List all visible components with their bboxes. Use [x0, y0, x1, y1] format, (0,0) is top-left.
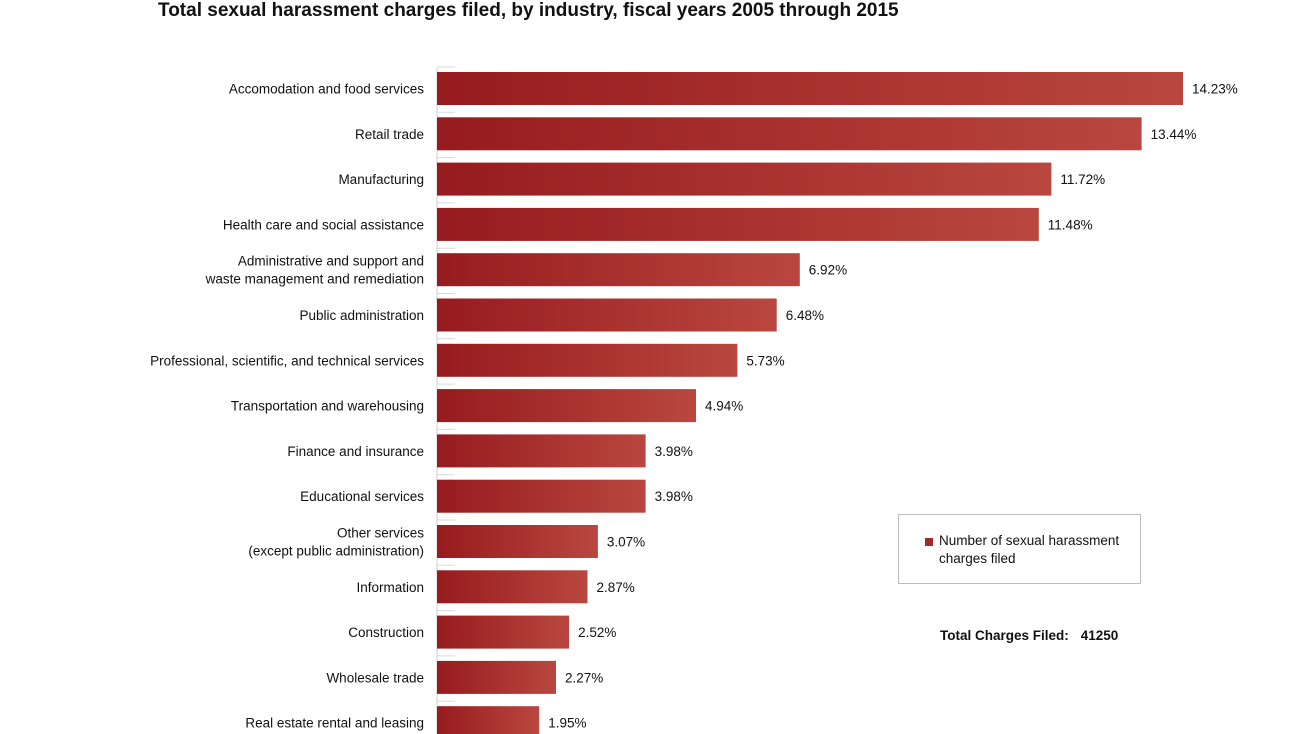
category-label: Health care and social assistance	[223, 217, 424, 232]
legend-label: Number of sexual harassment charges file…	[939, 533, 1120, 566]
value-label: 6.48%	[786, 308, 824, 323]
value-label: 14.23%	[1192, 82, 1238, 97]
value-label: 3.98%	[655, 489, 693, 504]
value-label: 3.07%	[607, 535, 645, 550]
bar	[437, 706, 540, 734]
value-label: 2.52%	[578, 625, 616, 640]
total-charges-value: 41250	[1080, 628, 1119, 643]
category-label: Administrative and support and waste mana…	[205, 254, 424, 287]
category-label: Public administration	[299, 308, 424, 323]
bar	[437, 72, 1183, 105]
category-label: Finance and insurance	[287, 444, 424, 459]
bar	[437, 434, 646, 468]
bar	[437, 162, 1052, 196]
legend-swatch	[925, 538, 933, 546]
bar	[437, 117, 1142, 151]
category-label: Professional, scientific, and technical …	[150, 353, 424, 368]
category-label: Accomodation and food services	[229, 82, 424, 97]
bar	[437, 570, 588, 604]
bar	[437, 479, 646, 513]
bar	[437, 343, 738, 377]
bar	[437, 615, 570, 649]
total-charges-label: Total Charges Filed:	[940, 628, 1069, 643]
value-label: 6.92%	[809, 263, 847, 278]
value-label: 2.27%	[565, 670, 603, 685]
category-label: Real estate rental and leasing	[245, 716, 424, 731]
bar	[437, 253, 800, 287]
category-label: Other services (except public administrat…	[248, 526, 424, 559]
bar	[437, 525, 598, 558]
chart-legend: Number of sexual harassment charges file…	[898, 514, 1141, 584]
category-label: Transportation and warehousing	[231, 399, 424, 414]
bar	[437, 389, 696, 423]
category-label: Retail trade	[355, 127, 424, 142]
bar	[437, 207, 1039, 241]
value-label: 2.87%	[597, 580, 635, 595]
bar	[437, 298, 777, 332]
category-label: Educational services	[300, 489, 424, 504]
category-label: Wholesale trade	[326, 670, 424, 685]
total-charges: Total Charges Filed: 41250	[940, 628, 1118, 643]
bars-layer: Accomodation and food services 14.23% Reta…	[150, 66, 1238, 734]
value-label: 3.98%	[655, 444, 693, 459]
bar	[437, 660, 556, 694]
value-label: 11.48%	[1048, 217, 1093, 232]
value-label: 13.44%	[1151, 127, 1197, 142]
category-label: Manufacturing	[338, 172, 424, 187]
chart-title: Total sexual harassment charges filed, b…	[158, 0, 899, 21]
value-label: 1.95%	[548, 716, 586, 731]
category-label: Information	[356, 580, 424, 595]
value-label: 5.73%	[746, 353, 784, 368]
value-label: 4.94%	[705, 399, 743, 414]
category-label: Construction	[348, 625, 424, 640]
value-label: 11.72%	[1060, 172, 1105, 187]
